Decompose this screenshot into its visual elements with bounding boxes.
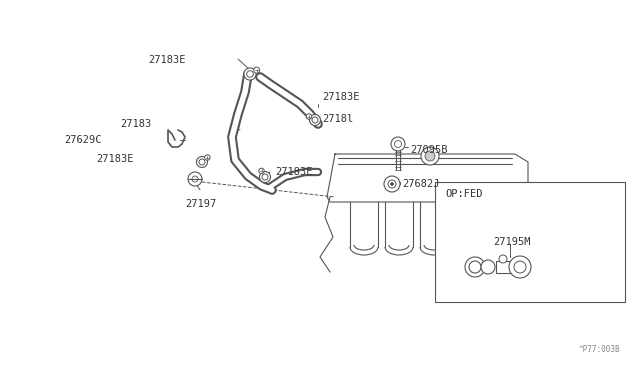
- Circle shape: [310, 115, 321, 125]
- Text: 27183: 27183: [120, 119, 151, 129]
- Circle shape: [465, 257, 485, 277]
- FancyBboxPatch shape: [496, 261, 511, 273]
- Circle shape: [388, 180, 396, 188]
- Circle shape: [514, 261, 526, 273]
- Circle shape: [199, 159, 205, 165]
- Text: 27183E: 27183E: [148, 55, 186, 65]
- Circle shape: [481, 260, 495, 274]
- Circle shape: [312, 117, 318, 123]
- Circle shape: [205, 155, 210, 160]
- Text: 27183E: 27183E: [275, 167, 312, 177]
- Text: 27195M: 27195M: [493, 237, 531, 247]
- Text: 27197: 27197: [185, 199, 216, 209]
- FancyBboxPatch shape: [435, 182, 625, 302]
- Text: 27629C: 27629C: [64, 135, 102, 145]
- Circle shape: [259, 168, 264, 174]
- Circle shape: [394, 141, 401, 148]
- Circle shape: [391, 137, 405, 151]
- Text: 27183E: 27183E: [322, 92, 360, 102]
- Circle shape: [384, 176, 400, 192]
- Circle shape: [253, 67, 260, 73]
- Circle shape: [509, 256, 531, 278]
- Circle shape: [306, 114, 312, 119]
- Circle shape: [246, 71, 253, 77]
- Text: 27095B: 27095B: [410, 145, 447, 155]
- Circle shape: [262, 174, 268, 180]
- Circle shape: [469, 261, 481, 273]
- Text: 27682J: 27682J: [402, 179, 440, 189]
- Circle shape: [499, 255, 507, 263]
- Text: 2718l: 2718l: [322, 114, 353, 124]
- Circle shape: [244, 68, 256, 80]
- Circle shape: [421, 147, 439, 165]
- Circle shape: [192, 176, 198, 182]
- Circle shape: [196, 157, 207, 167]
- Text: ^P77:003B: ^P77:003B: [579, 345, 620, 354]
- Circle shape: [390, 183, 394, 186]
- Circle shape: [188, 172, 202, 186]
- Text: OP:FED: OP:FED: [445, 189, 483, 199]
- Text: 27183E: 27183E: [96, 154, 134, 164]
- Circle shape: [425, 151, 435, 161]
- Circle shape: [259, 171, 271, 183]
